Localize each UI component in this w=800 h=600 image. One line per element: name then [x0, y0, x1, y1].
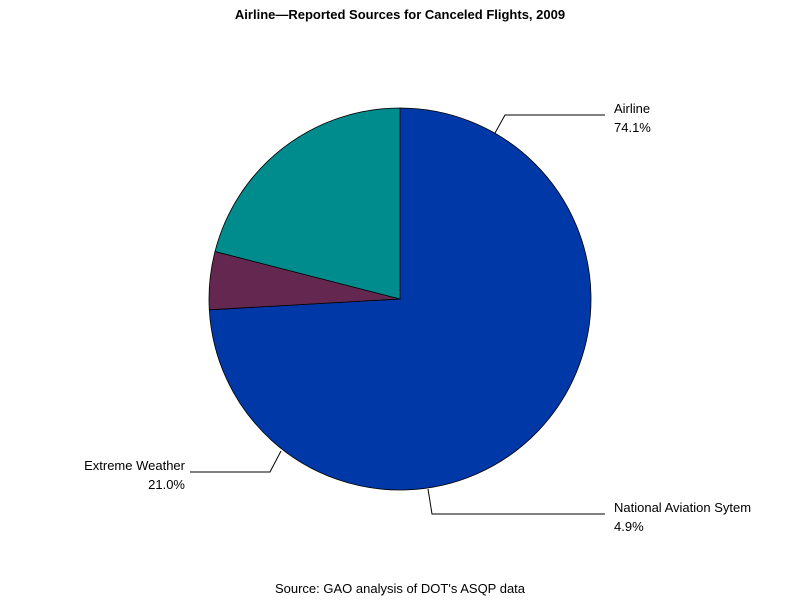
slice-value-label: 21.0% — [148, 477, 185, 492]
slice-label: Airline — [614, 101, 650, 116]
slice-label: National Aviation Sytem — [614, 500, 751, 515]
slice-label: Extreme Weather — [84, 458, 186, 473]
leader-line — [494, 114, 605, 134]
slice-value-label: 4.9% — [614, 519, 644, 534]
source-note: Source: GAO analysis of DOT's ASQP data — [274, 581, 526, 596]
pie-slice-extreme-weather — [214, 107, 401, 300]
pie-leader-lines — [190, 114, 605, 515]
chart-title: Airline—Reported Sources for Canceled Fl… — [234, 7, 566, 22]
leader-line — [427, 488, 605, 515]
slice-value-label: 74.1% — [614, 120, 651, 135]
pie-slices — [208, 107, 592, 491]
pie-labels: Airline 74.1% National Aviation Sytem 4.9% E… — [84, 101, 751, 534]
leader-line — [190, 450, 282, 473]
